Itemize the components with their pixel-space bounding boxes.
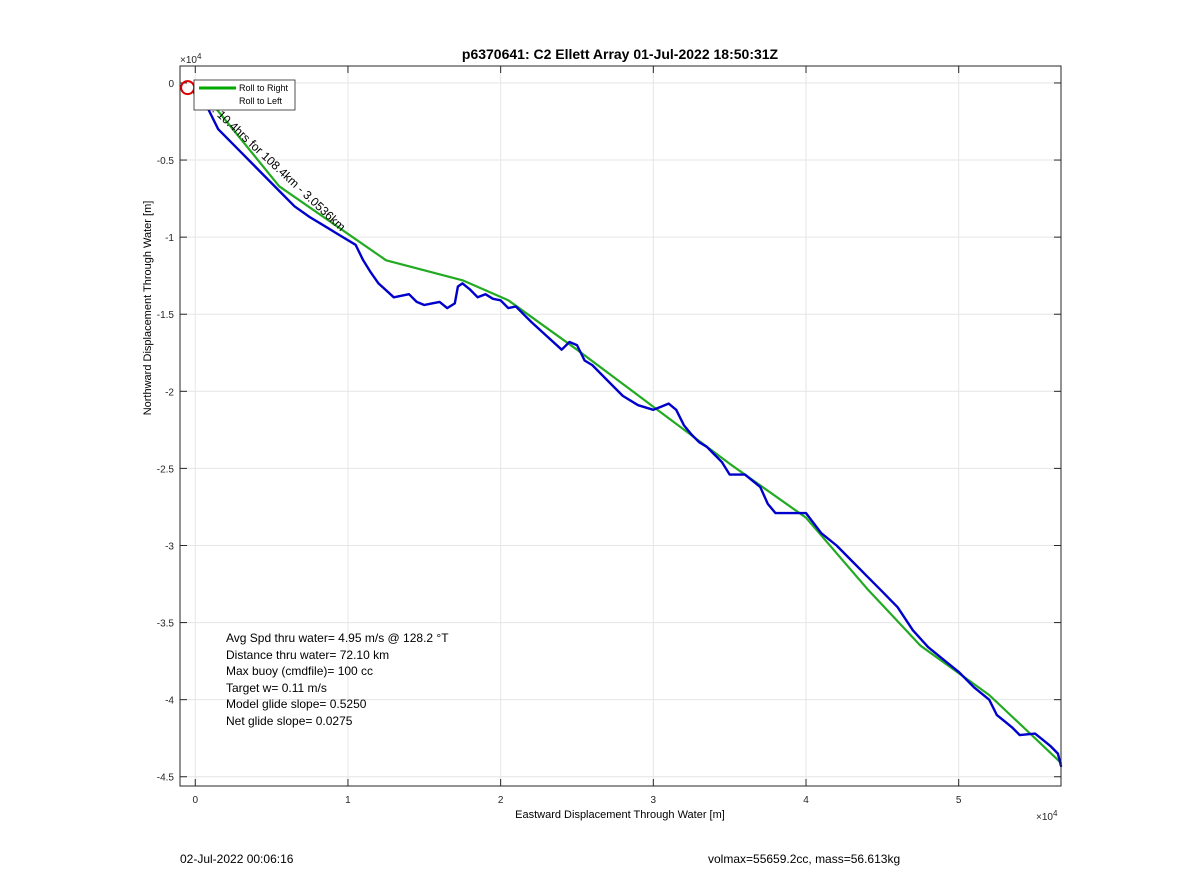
y-exponent-label: ×104 <box>180 52 202 66</box>
stat-net-glide: Net glide slope= 0.0275 <box>226 714 353 728</box>
plot-area <box>180 66 1061 786</box>
axis-ticks: 0 1 2 3 4 5 0 -0.5 -1 -1.5 -2 -2.5 -3 -3.5 -4 -4.5 <box>157 66 1061 806</box>
stat-max-buoy: Max buoy (cmdfile)= 100 cc <box>226 664 373 678</box>
x-tick-label: 4 <box>803 795 809 806</box>
y-tick-label: 0 <box>168 79 174 90</box>
y-tick-label: -0.5 <box>157 156 175 167</box>
x-exponent-label: ×104 <box>1036 809 1058 823</box>
y-tick-label: -3.5 <box>157 619 175 630</box>
y-tick-label: -2.5 <box>157 464 175 475</box>
stat-avg-speed: Avg Spd thru water= 4.95 m/s @ 128.2 °T <box>226 631 449 645</box>
legend-label-roll-left: Roll to Left <box>239 96 283 106</box>
y-tick-label: -4 <box>165 696 174 707</box>
axes-box <box>179 65 1062 787</box>
y-tick-label: -1.5 <box>157 310 175 321</box>
x-tick-label: 5 <box>956 795 962 806</box>
x-tick-label: 0 <box>192 795 198 806</box>
y-tick-label: -2 <box>165 387 174 398</box>
x-tick-label: 2 <box>498 795 504 806</box>
svg-text:×104: ×104 <box>180 52 202 66</box>
x-tick-label: 1 <box>345 795 351 806</box>
grid-lines <box>180 66 1061 786</box>
x-axis-label: Eastward Displacement Through Water [m] <box>515 809 725 821</box>
stat-target-w: Target w= 0.11 m/s <box>226 681 327 695</box>
y-axis-label: Northward Displacement Through Water [m] <box>142 201 154 416</box>
stat-model-glide: Model glide slope= 0.5250 <box>226 697 367 711</box>
x-tick-label: 3 <box>651 795 657 806</box>
legend: Roll to Right Roll to Left <box>193 79 296 111</box>
data-series <box>194 81 1063 768</box>
legend-label-roll-right: Roll to Right <box>239 83 289 93</box>
stats-block: Avg Spd thru water= 4.95 m/s @ 128.2 °T … <box>226 631 449 728</box>
y-tick-label: -3 <box>165 541 174 552</box>
series-line-roll-to-left <box>194 81 1063 768</box>
svg-text:×104: ×104 <box>1036 809 1058 823</box>
footer-timestamp: 02-Jul-2022 00:06:16 <box>180 852 294 866</box>
chart-title: p6370641: C2 Ellett Array 01-Jul-2022 18… <box>462 46 779 62</box>
y-tick-label: -4.5 <box>157 773 175 784</box>
stat-distance: Distance thru water= 72.10 km <box>226 648 389 662</box>
y-tick-label: -1 <box>165 233 174 244</box>
footer-volmax-mass: volmax=55659.2cc, mass=56.613kg <box>708 852 901 866</box>
